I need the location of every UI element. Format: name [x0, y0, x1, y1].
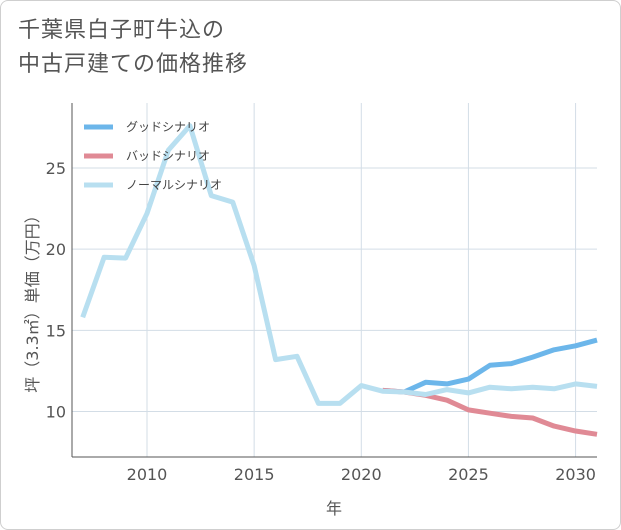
chart-title: 千葉県白子町牛込の 中古戸建ての価格推移: [18, 14, 248, 82]
y-tick-label: 10: [46, 403, 66, 422]
legend-label-2: ノーマルシナリオ: [126, 178, 222, 192]
legend-label-0: グッドシナリオ: [126, 120, 210, 134]
series-line-0: [382, 337, 598, 395]
axes: [71, 103, 597, 458]
y-tick-label: 25: [46, 159, 66, 178]
legend-label-1: バッドシナリオ: [126, 149, 210, 163]
series-line-2: [80, 123, 598, 406]
x-tick-label: 2010: [127, 465, 168, 484]
x-tick-label: 2020: [341, 465, 382, 484]
x-axis-label: 年: [326, 499, 342, 518]
chart-title-line-2: 中古戸建ての価格推移: [18, 52, 249, 77]
x-tick-label: 2025: [448, 465, 489, 484]
y-tick-label: 20: [46, 240, 66, 259]
series-lines: [80, 123, 598, 437]
plot-area: [72, 103, 597, 457]
x-tick-label: 2015: [234, 465, 275, 484]
chart-title-line-1: 千葉県白子町牛込の: [18, 18, 226, 43]
grid-lines: [72, 103, 597, 457]
y-tick-label: 15: [46, 321, 66, 340]
y-axis-label: 坪（3.3㎡）単価（万円）: [23, 207, 42, 392]
x-tick-label: 2030: [555, 465, 596, 484]
